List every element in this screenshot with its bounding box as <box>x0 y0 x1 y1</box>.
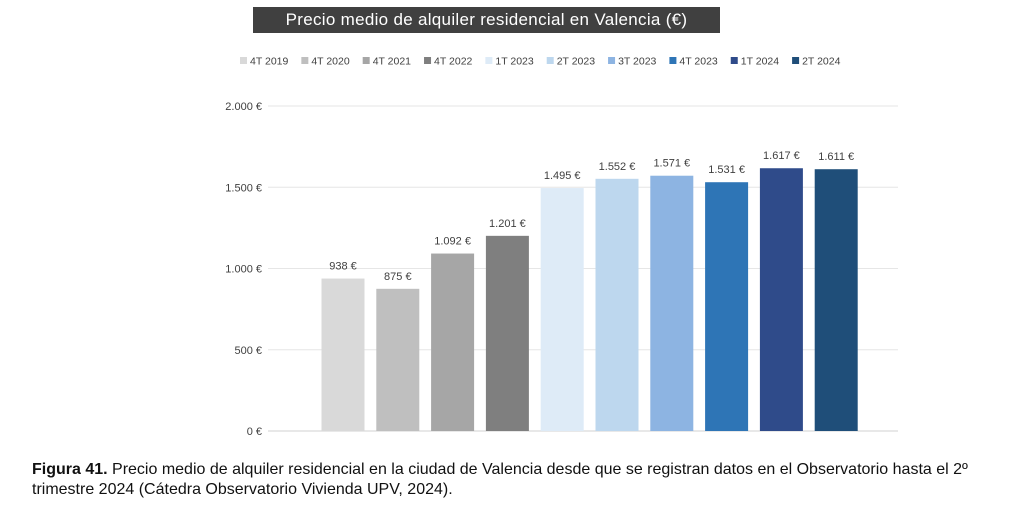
bar-4t-2019 <box>321 278 365 431</box>
bar-value-label: 1.611 € <box>818 151 854 163</box>
legend-label: 4T 2019 <box>250 56 288 68</box>
bar-4t-2023 <box>705 182 749 431</box>
legend-swatch <box>730 57 738 64</box>
bar-value-label: 1.201 € <box>489 218 526 230</box>
bar-value-label: 1.531 € <box>708 164 745 176</box>
legend-label: 4T 2023 <box>679 56 717 68</box>
bar-2t-2024 <box>814 169 858 431</box>
legend-label: 1T 2023 <box>495 56 533 68</box>
bar-1t-2023 <box>540 188 584 431</box>
chart-canvas: 0 € 500 € 1.000 € 1.500 € 2.000 € 938 € 875 € 1… <box>225 56 898 438</box>
legend-label: 4T 2022 <box>434 56 472 68</box>
legend-label: 3T 2023 <box>618 56 656 68</box>
legend-swatch <box>669 57 677 64</box>
bar-4t-2021 <box>431 253 475 431</box>
bar-value-label: 938 € <box>329 261 357 273</box>
legend-label: 4T 2020 <box>311 56 349 68</box>
legend-label: 4T 2021 <box>373 56 411 68</box>
bar-value-label: 1.617 € <box>763 150 800 162</box>
legend-swatch <box>301 57 309 64</box>
legend-swatch <box>424 57 432 64</box>
legend-swatch <box>608 57 616 64</box>
legend-swatch <box>240 57 247 64</box>
legend-swatch <box>362 57 370 64</box>
bar-1t-2024 <box>759 168 803 432</box>
legend-swatch <box>792 57 800 64</box>
bar-value-label: 1.495 € <box>544 170 581 182</box>
figure-caption: Figura 41. Precio medio de alquiler resi… <box>32 460 1007 500</box>
bar-4t-2020 <box>376 288 420 431</box>
legend-label: 1T 2024 <box>741 56 779 68</box>
y-tick-label: 1.500 € <box>225 182 262 194</box>
bar-value-label: 1.092 € <box>434 236 471 248</box>
bar-2t-2023 <box>595 178 639 431</box>
y-tick-label: 2.000 € <box>225 101 262 113</box>
bar-value-label: 1.552 € <box>599 161 636 173</box>
bar-4t-2022 <box>485 235 529 431</box>
legend-label: 2T 2023 <box>557 56 595 68</box>
chart-title: Precio medio de alquiler residencial en … <box>253 7 720 33</box>
caption-text: Precio medio de alquiler residencial en … <box>32 461 968 498</box>
y-tick-label: 1.000 € <box>225 264 262 276</box>
bar-3t-2023 <box>650 175 694 431</box>
bar-value-label: 1.571 € <box>653 158 690 170</box>
y-tick-label: 0 € <box>247 426 262 438</box>
legend-swatch <box>485 57 493 64</box>
legend-label: 2T 2024 <box>802 56 840 68</box>
caption-label: Figura 41. <box>32 461 108 478</box>
y-tick-label: 500 € <box>234 345 262 357</box>
bar-value-label: 875 € <box>384 271 412 283</box>
legend-swatch <box>546 57 554 64</box>
